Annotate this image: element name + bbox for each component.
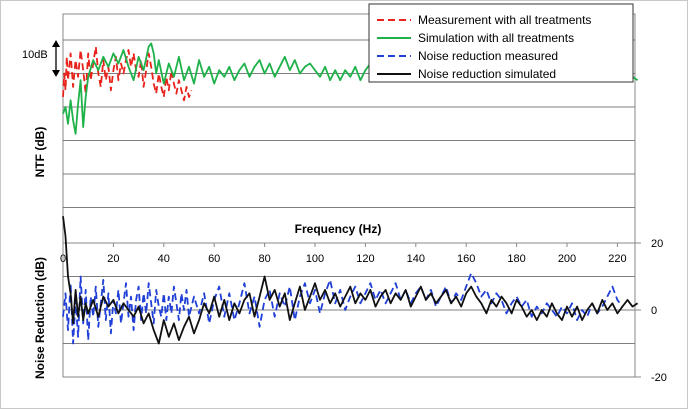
x-tick-label-5: 100 [306, 253, 324, 265]
x-tick-label-1: 20 [107, 253, 119, 265]
upper-gridlines [63, 39, 635, 208]
lower-y-axis-title: Noise Reduction (dB) [33, 257, 47, 379]
x-tick-label-6: 120 [356, 253, 374, 265]
x-tick-label-11: 220 [608, 253, 626, 265]
x-tick-label-2: 40 [158, 253, 170, 265]
x-tick-label-8: 160 [457, 253, 475, 265]
legend-box [368, 3, 634, 83]
legend-label-2: Noise reduction measured [418, 49, 558, 63]
x-tick-label-9: 180 [507, 253, 525, 265]
lower-series-1 [62, 216, 639, 345]
scale-bar-label: 10dB [22, 49, 48, 61]
legend-label-1: Simulation with all treatments [418, 31, 574, 45]
scale-bar [52, 40, 60, 77]
x-tick-label-4: 80 [258, 253, 270, 265]
right-tick-label-0: -20 [651, 372, 667, 384]
lower-series-0 [62, 272, 624, 345]
x-tick-label-7: 140 [407, 253, 425, 265]
legend-label-0: Measurement with all treatments [418, 13, 591, 27]
right-y-ticks: -20 0 20 [635, 238, 667, 384]
legend-label-3: Noise reduction simulated [418, 67, 556, 81]
x-tick-label-3: 60 [208, 253, 220, 265]
legend: Measurement with all treatments Simulatio… [368, 3, 634, 83]
series-layer [62, 42, 639, 345]
x-tick-label-10: 200 [558, 253, 576, 265]
upper-y-axis-title: NTF (dB) [33, 127, 47, 178]
upper-series-0 [62, 45, 193, 102]
right-tick-label-1: 0 [651, 305, 657, 317]
x-tick-label-0: 0 [60, 253, 66, 265]
x-tick-labels: 0 20 40 60 80 100 120 140 160 180 200 220 [60, 243, 627, 265]
right-tick-label-2: 20 [651, 238, 663, 250]
x-axis-title: Frequency (Hz) [295, 222, 382, 236]
